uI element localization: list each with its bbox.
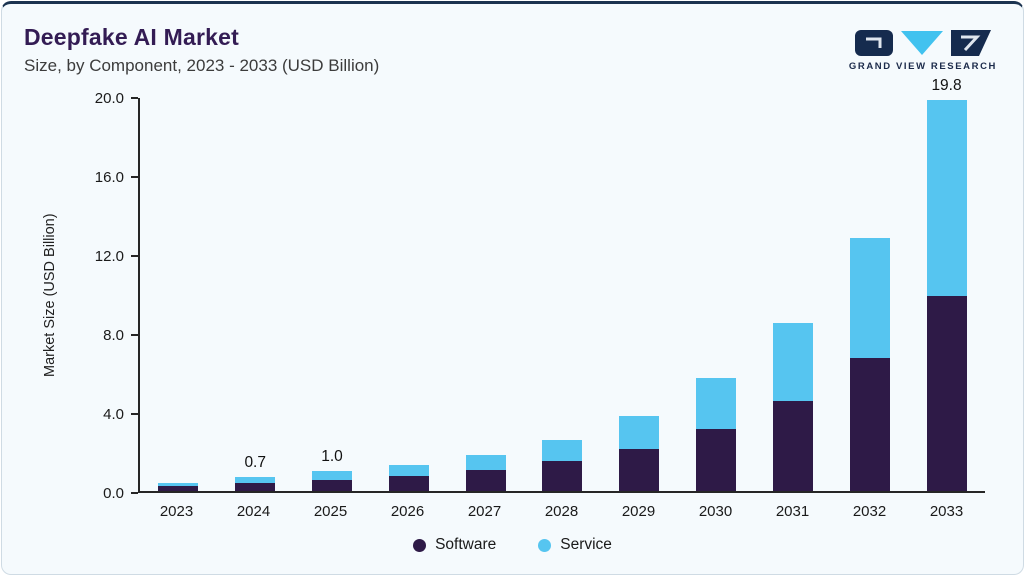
bar-segment-software-2027 xyxy=(465,470,506,491)
bar-total-label-2025: 1.0 xyxy=(321,448,343,466)
y-tick-mark xyxy=(131,97,138,99)
x-tick-2031: 2031 xyxy=(775,503,810,520)
bar-group-2027 xyxy=(447,98,524,491)
x-tick-2029: 2029 xyxy=(621,503,656,520)
bar-group-2030 xyxy=(678,98,755,491)
x-axis-labels: 2023 2024 2025 2026 2027 2028 2029 2030 2031 2032… xyxy=(138,503,985,520)
bar-segment-software-2028 xyxy=(542,461,583,491)
bar-segment-software-2029 xyxy=(619,448,660,491)
chart-subtitle: Size, by Component, 2023 - 2033 (USD Bil… xyxy=(24,56,380,75)
legend-item-service: Service xyxy=(538,536,612,554)
bar-group-2023 xyxy=(140,98,217,491)
y-tick-mark xyxy=(131,413,138,415)
bar-segment-software-2033 xyxy=(926,296,967,491)
y-tick-label: 8.0 xyxy=(103,326,124,344)
y-tick-mark xyxy=(131,492,138,494)
bar-group-2029 xyxy=(601,98,678,491)
bar-segment-service-2030 xyxy=(696,378,737,429)
y-tick-20.0: 20.0 xyxy=(95,89,138,107)
x-tick-2026: 2026 xyxy=(390,503,425,520)
bar-group-2026 xyxy=(370,98,447,491)
y-tick-4.0: 4.0 xyxy=(103,405,138,423)
chart-header: Deepfake AI Market Size, by Component, 2… xyxy=(2,4,1023,76)
plot-wrap: 0.7 1.0 19.8 2023 2024 2025 2026 2027 2028 2029 2… xyxy=(138,77,985,520)
bar-segment-software-2023 xyxy=(158,486,199,491)
y-tick-mark xyxy=(131,255,138,257)
y-tick-0.0: 0.0 xyxy=(103,484,138,502)
plot-area: 0.7 1.0 19.8 xyxy=(138,77,985,493)
grand-view-research-logo: GRAND VIEW RESEARCH xyxy=(849,28,997,72)
y-tick-label: 4.0 xyxy=(103,405,124,423)
bar-segment-software-2025 xyxy=(312,480,353,491)
bar-segment-service-2026 xyxy=(388,465,429,477)
bar-segment-software-2032 xyxy=(849,357,890,491)
bar-segment-service-2028 xyxy=(542,439,583,462)
legend-label: Software xyxy=(435,536,497,553)
x-tick-2024: 2024 xyxy=(236,503,271,520)
bar-total-label-2033: 19.8 xyxy=(931,76,962,94)
y-axis-title: Market Size (USD Billion) xyxy=(42,213,58,378)
legend-dot-icon xyxy=(538,538,552,552)
x-tick-2025: 2025 xyxy=(313,503,348,520)
legend: Software Service xyxy=(2,536,1023,554)
bar-segment-service-2032 xyxy=(849,238,890,358)
x-tick-2032: 2032 xyxy=(852,503,887,520)
x-tick-2027: 2027 xyxy=(467,503,502,520)
chart-area: Market Size (USD Billion) 0.0 4.0 8.0 12.0 1… xyxy=(2,77,1023,520)
page-title: Deepfake AI Market xyxy=(24,24,239,50)
bar-group-2031 xyxy=(755,98,832,491)
legend-item-software: Software xyxy=(413,536,496,554)
bar-segment-service-2033 xyxy=(926,99,967,297)
logo-text: GRAND VIEW RESEARCH xyxy=(848,61,997,72)
bar-segment-software-2031 xyxy=(772,401,813,491)
y-tick-label: 16.0 xyxy=(94,168,124,186)
bar-segment-service-2023 xyxy=(158,483,199,487)
header-text-block: Deepfake AI Market Size, by Component, 2… xyxy=(24,24,379,76)
x-tick-2028: 2028 xyxy=(544,503,579,520)
bar-total-label-2024: 0.7 xyxy=(244,454,266,472)
y-tick-mark xyxy=(131,334,138,336)
bar-group-2024: 0.7 xyxy=(217,98,294,491)
y-tick-8.0: 8.0 xyxy=(103,326,138,344)
bar-segment-software-2030 xyxy=(696,428,737,491)
bar-segment-service-2027 xyxy=(465,455,506,471)
legend-dot-icon xyxy=(413,538,427,552)
bar-segment-service-2024 xyxy=(235,477,276,484)
y-tick-label: 20.0 xyxy=(94,89,124,107)
y-axis-ticks: 0.0 4.0 8.0 12.0 16.0 20.0 xyxy=(72,90,138,502)
legend-label: Service xyxy=(560,536,612,553)
bar-segment-software-2026 xyxy=(388,476,429,491)
y-tick-label: 0.0 xyxy=(103,484,124,502)
x-tick-2030: 2030 xyxy=(698,503,733,520)
bar-segment-software-2024 xyxy=(235,483,276,491)
bar-group-2025: 1.0 xyxy=(294,98,371,491)
bar-segment-service-2029 xyxy=(619,415,660,449)
y-tick-12.0: 12.0 xyxy=(95,247,138,265)
y-tick-mark xyxy=(131,176,138,178)
logo-marks-icon xyxy=(854,30,991,56)
x-tick-2023: 2023 xyxy=(159,503,194,520)
bar-group-2028 xyxy=(524,98,601,491)
bar-segment-service-2025 xyxy=(312,471,353,481)
bar-group-2033: 19.8 xyxy=(908,77,985,491)
y-tick-16.0: 16.0 xyxy=(95,168,138,186)
bar-segment-service-2031 xyxy=(772,323,813,402)
x-tick-2033: 2033 xyxy=(929,503,964,520)
bar-group-2032 xyxy=(831,98,908,491)
y-tick-label: 12.0 xyxy=(94,247,124,265)
